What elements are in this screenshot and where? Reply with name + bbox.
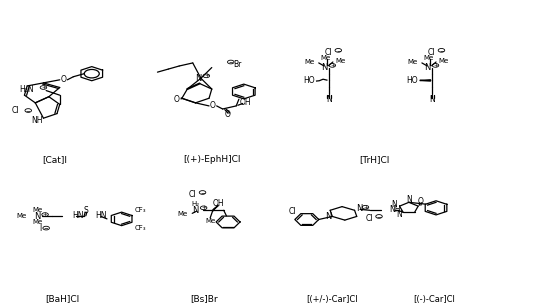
- Polygon shape: [212, 205, 218, 211]
- Text: Me: Me: [408, 59, 418, 65]
- Text: NH: NH: [31, 116, 43, 125]
- Text: O: O: [225, 110, 231, 119]
- Text: N: N: [326, 95, 332, 104]
- Text: N: N: [321, 63, 327, 72]
- Text: [Cat]I: [Cat]I: [42, 155, 67, 164]
- Text: Me: Me: [424, 55, 434, 61]
- Text: [Bs]Br: [Bs]Br: [190, 294, 217, 304]
- Text: N: N: [356, 204, 362, 213]
- Text: H₃N: H₃N: [20, 85, 34, 94]
- Text: N: N: [34, 212, 41, 221]
- Text: N: N: [392, 200, 397, 209]
- Text: [(-)-Car]Cl: [(-)-Car]Cl: [413, 294, 456, 304]
- Text: Cl: Cl: [325, 48, 332, 57]
- Text: CF₃: CF₃: [135, 207, 147, 213]
- Text: Me: Me: [305, 59, 315, 65]
- Text: CF₃: CF₃: [135, 225, 147, 231]
- Text: Cl: Cl: [189, 190, 197, 200]
- Text: N: N: [325, 212, 331, 221]
- Text: Cl: Cl: [11, 106, 19, 115]
- Text: I: I: [40, 223, 42, 233]
- Text: NH: NH: [389, 205, 400, 214]
- Text: N: N: [406, 195, 412, 204]
- Text: Br: Br: [233, 60, 242, 69]
- Text: +: +: [204, 73, 209, 78]
- Text: O: O: [174, 95, 180, 103]
- Text: +: +: [330, 63, 334, 68]
- Text: Me: Me: [33, 219, 42, 225]
- Text: Me: Me: [321, 55, 331, 61]
- Text: Me: Me: [438, 58, 449, 64]
- Text: OH: OH: [212, 199, 224, 208]
- Text: −: −: [44, 226, 48, 231]
- Text: +: +: [41, 85, 46, 90]
- Text: N: N: [430, 95, 435, 104]
- Text: [(+/-)-Car]Cl: [(+/-)-Car]Cl: [306, 294, 358, 304]
- Text: H₂: H₂: [192, 200, 199, 207]
- Text: −: −: [26, 108, 30, 113]
- Text: O: O: [61, 75, 66, 84]
- Text: HO: HO: [407, 76, 418, 85]
- Text: Cl: Cl: [428, 48, 435, 57]
- Text: −: −: [439, 48, 444, 53]
- Text: N: N: [424, 63, 431, 72]
- Text: +: +: [43, 212, 47, 217]
- Text: [(+)-EphH]Cl: [(+)-EphH]Cl: [183, 155, 241, 164]
- Text: N: N: [195, 74, 201, 83]
- Text: [BaH]Cl: [BaH]Cl: [45, 294, 80, 304]
- Text: +: +: [363, 205, 368, 210]
- Text: [TrH]Cl: [TrH]Cl: [359, 155, 390, 164]
- Text: Me: Me: [177, 211, 187, 217]
- Text: Me: Me: [33, 207, 42, 213]
- Text: Me: Me: [205, 218, 215, 224]
- Text: −: −: [336, 48, 340, 53]
- Text: +: +: [433, 63, 438, 68]
- Text: −: −: [200, 190, 205, 195]
- Text: −: −: [377, 214, 381, 219]
- Text: HO: HO: [304, 76, 315, 85]
- Text: Me: Me: [16, 213, 27, 219]
- Text: Cl: Cl: [289, 207, 296, 216]
- Text: N: N: [396, 210, 402, 219]
- Text: Cl: Cl: [365, 214, 373, 223]
- Text: O: O: [210, 101, 216, 111]
- Text: +: +: [201, 205, 206, 210]
- Text: −: −: [229, 60, 233, 64]
- Polygon shape: [420, 80, 431, 81]
- Text: S: S: [84, 206, 88, 216]
- Text: HN: HN: [95, 211, 106, 220]
- Text: N: N: [192, 206, 199, 215]
- Text: Me: Me: [335, 58, 345, 64]
- Text: OH: OH: [239, 98, 251, 107]
- Text: O: O: [418, 197, 424, 206]
- Text: HN: HN: [72, 211, 84, 220]
